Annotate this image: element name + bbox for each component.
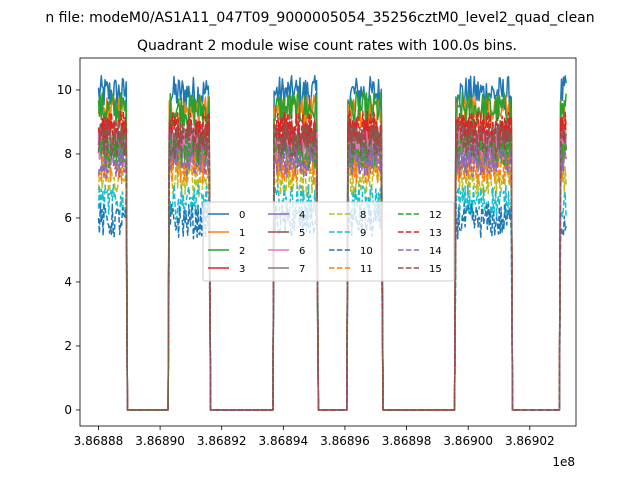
x-tick-label: 3.86898 (382, 434, 432, 448)
legend-label-8: 8 (360, 210, 366, 221)
y-tick-label: 4 (64, 275, 72, 289)
x-axis-offset-label: 1e8 (552, 455, 575, 469)
y-tick-label: 10 (57, 83, 72, 97)
series-line-15 (97, 122, 567, 411)
x-tick-label: 3.86902 (505, 434, 555, 448)
series-line-9 (97, 183, 567, 411)
legend-label-12: 12 (429, 210, 442, 221)
legend-label-2: 2 (239, 246, 245, 257)
legend-label-10: 10 (360, 246, 373, 257)
legend-label-0: 0 (239, 210, 245, 221)
legend-box (202, 201, 455, 282)
x-tick-label: 3.86892 (197, 434, 247, 448)
figure-suptitle: n file: modeM0/AS1A11_047T09_9000005054_… (45, 10, 594, 26)
x-tick-label: 3.86888 (74, 434, 124, 448)
y-tick-label: 0 (64, 403, 72, 417)
axes-frame (79, 57, 577, 427)
y-tick-label: 2 (64, 339, 72, 353)
series-lines (97, 74, 567, 411)
series-line-8 (97, 161, 567, 411)
x-tick-label: 3.86894 (259, 434, 309, 448)
y-tick-label: 8 (64, 147, 72, 161)
x-axis-ticks: 3.86888 3.86890 3.86892 3.86894 3.86896 3.868… (74, 426, 555, 448)
legend-label-9: 9 (360, 228, 366, 239)
legend-label-5: 5 (299, 228, 305, 239)
y-tick-label: 6 (64, 211, 72, 225)
legend-label-14: 14 (429, 246, 442, 257)
chart-title: Quadrant 2 module wise count rates with … (137, 38, 517, 54)
legend-label-1: 1 (239, 228, 245, 239)
legend-label-6: 6 (299, 246, 305, 257)
x-tick-label: 3.86896 (320, 434, 370, 448)
x-tick-label: 3.86890 (135, 434, 185, 448)
series-line-13 (97, 110, 567, 411)
y-axis-ticks: 0 2 4 6 8 10 (57, 83, 80, 417)
legend-label-13: 13 (429, 228, 442, 239)
legend-label-4: 4 (299, 210, 305, 221)
legend-label-7: 7 (299, 264, 305, 275)
legend-label-11: 11 (360, 264, 373, 275)
x-tick-label: 3.86900 (443, 434, 493, 448)
legend-label-3: 3 (239, 264, 245, 275)
legend-label-15: 15 (429, 264, 442, 275)
axes-border (79, 57, 577, 427)
